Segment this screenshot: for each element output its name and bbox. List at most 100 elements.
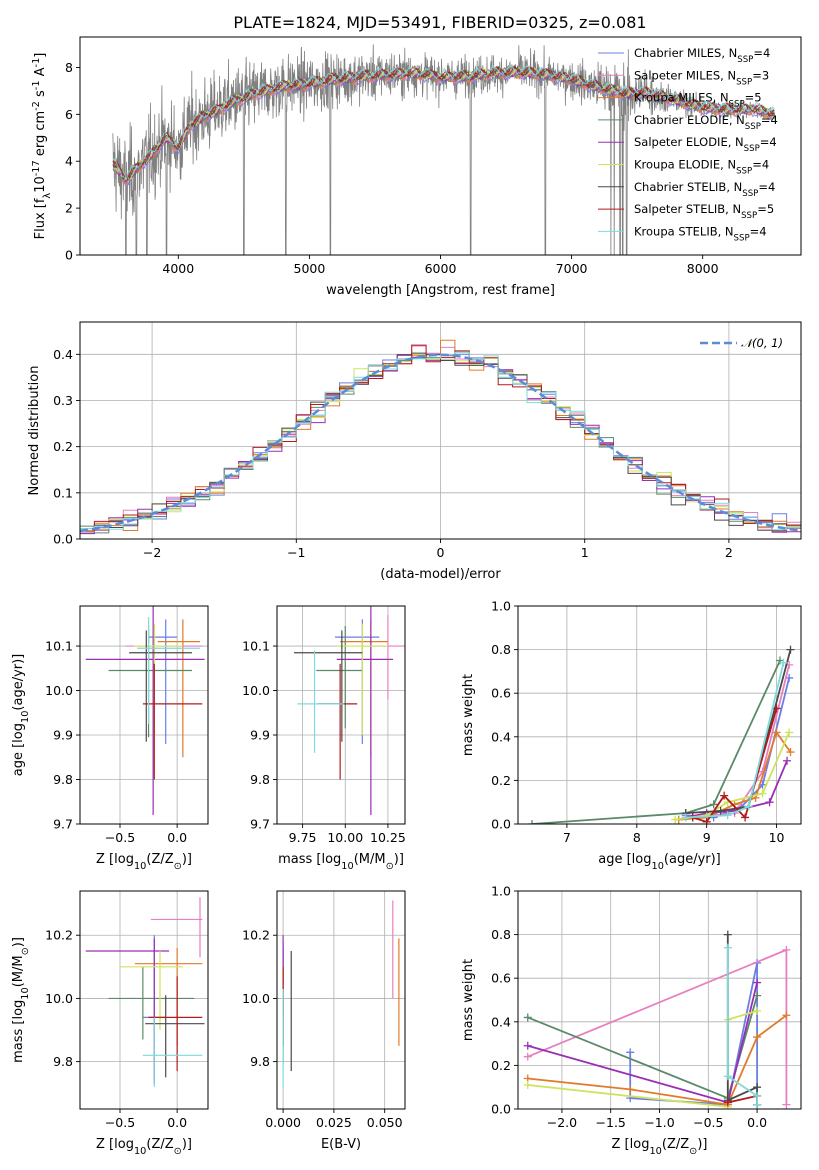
data-point-marker (720, 791, 729, 800)
x-axis-label: E(B-V) (321, 1137, 361, 1152)
x-tick-label: 0.025 (316, 1115, 352, 1130)
x-tick-label: 4000 (162, 261, 194, 276)
x-axis-label: Z [log10(Z/Z⊙)] (96, 852, 192, 872)
y-tick-label: 10.0 (242, 991, 270, 1006)
data-point-marker (723, 1098, 732, 1107)
mass-weight-series (685, 649, 792, 814)
data-point-marker (753, 1006, 762, 1015)
axes-age_vs_Z: −0.5 0.0 9.7 9.8 9.9 10.0 10.1 Z [log10(Z/Z⊙)] a… (11, 605, 209, 872)
data-point-marker (753, 1033, 762, 1042)
model-spectrum (112, 63, 775, 182)
data-point-marker (671, 815, 680, 824)
y-axis-label: mass weight (461, 674, 476, 756)
plot-area-residuals (80, 339, 801, 539)
data-point-marker (786, 748, 795, 757)
x-axis-label: mass [log10(M/M⊙)] (278, 852, 404, 872)
data-point-marker (772, 728, 781, 737)
axes-frame (79, 890, 209, 1110)
data-point-marker (716, 806, 725, 815)
x-axis-label: (data-model)/error (380, 567, 501, 582)
x-tick-label: 10 (769, 830, 785, 845)
y-tick-label: 0.3 (53, 393, 73, 408)
y-tick-label: 0.1 (53, 485, 73, 500)
x-tick-label: 7 (563, 830, 571, 845)
legend-label: Kroupa STELIB, NSSP=4 (634, 224, 767, 243)
x-axis-label: age [log10(age/yr)] (598, 852, 721, 872)
y-tick-label: 0.2 (491, 773, 511, 788)
y-tick-label: 10.0 (45, 683, 73, 698)
plot-area-age_vs_mass (294, 606, 405, 816)
y-tick-label: 8 (65, 60, 73, 75)
data-point-marker (758, 789, 767, 798)
data-point-marker (523, 1041, 532, 1050)
x-tick-label: −2 (143, 545, 161, 560)
x-axis-label: wavelength [Angstrom, rest frame] (326, 283, 555, 298)
plots-area: 4000 5000 6000 7000 8000 0 2 4 6 8 wavelength [Ang… (11, 36, 802, 1157)
axes-frame (79, 605, 209, 825)
model-spectrum (112, 66, 775, 179)
mass-weight-series (726, 947, 758, 1105)
y-tick-label: 0.8 (491, 927, 511, 942)
axes-frame (79, 321, 802, 540)
mass-weight-series (685, 677, 790, 819)
mass-weight-series (727, 1094, 758, 1105)
axes-frame (517, 605, 802, 825)
y-tick-label: 0.6 (491, 686, 511, 701)
y-tick-label: 0.0 (53, 532, 73, 547)
mass-weight-series (685, 662, 785, 819)
plot-area-mass_vs_Z (85, 897, 205, 1087)
y-tick-label: 9.9 (53, 728, 73, 743)
data-point-marker (681, 813, 690, 822)
y-tick-label: 0.8 (491, 642, 511, 657)
plot-area-massweight_vs_age (527, 645, 795, 824)
y-tick-label: 10.0 (242, 683, 270, 698)
data-point-marker (753, 978, 762, 987)
mass-weight-series (678, 730, 792, 821)
y-tick-label: 0.4 (491, 729, 511, 744)
y-axis-label: age [log10(age/yr)] (11, 654, 31, 777)
y-tick-label: 9.8 (250, 772, 270, 787)
plot-area-age_vs_Z (85, 606, 205, 816)
legend-label: Salpeter ELODIE, NSSP=4 (634, 135, 777, 154)
data-point-marker (626, 1085, 635, 1094)
x-tick-label: −1 (287, 545, 305, 560)
y-tick-label: 0.0 (491, 1102, 511, 1117)
data-point-marker (753, 1100, 762, 1109)
data-point-marker (702, 817, 711, 824)
legend-label: Kroupa MILES, NSSP=5 (634, 91, 762, 110)
y-axis-label: Normed distribution (27, 366, 42, 496)
data-point-marker (741, 813, 750, 822)
data-point-marker (753, 1091, 762, 1100)
y-tick-label: 9.7 (53, 817, 73, 832)
x-tick-label: 0.050 (367, 1115, 403, 1130)
y-axis-label: Flux [fλ10-17 erg cm-2 s-1 A-1] (31, 53, 53, 240)
data-point-marker (782, 1011, 791, 1020)
x-tick-label: 0.0 (747, 1115, 767, 1130)
y-tick-label: 9.8 (53, 772, 73, 787)
axes-age_vs_mass: 9.75 10.00 10.25 9.7 9.8 9.9 10.0 10.1 mass [log… (242, 605, 406, 872)
y-tick-label: 10.1 (45, 639, 73, 654)
x-tick-label: 10.00 (327, 830, 363, 845)
legend-label: Chabrier STELIB, NSSP=4 (634, 180, 775, 199)
y-tick-label: 0.6 (491, 971, 511, 986)
y-tick-label: 10.0 (45, 991, 73, 1006)
y-tick-label: 0 (65, 248, 73, 263)
y-tick-label: 6 (65, 107, 73, 122)
data-point-marker (753, 1083, 762, 1092)
axes-frame (79, 36, 802, 256)
legend-label: Chabrier MILES, NSSP=4 (634, 46, 770, 65)
data-point-marker (772, 704, 781, 713)
data-point-marker (709, 800, 718, 809)
data-point-marker (723, 811, 732, 820)
plot-area-mass_vs_ebv (282, 900, 400, 1087)
x-tick-label: 8000 (687, 261, 719, 276)
data-point-marker (527, 820, 536, 824)
x-axis-label: Z [log10(Z/Z⊙)] (96, 1137, 192, 1157)
data-point-marker (779, 658, 788, 667)
reference-legend-label: 𝒩(0, 1) (741, 336, 783, 350)
y-tick-label: 1.0 (491, 599, 511, 614)
normal-reference-curve (80, 353, 801, 533)
data-point-marker (744, 802, 753, 811)
observed-spectrum (112, 44, 776, 255)
x-tick-label: 9 (703, 830, 711, 845)
